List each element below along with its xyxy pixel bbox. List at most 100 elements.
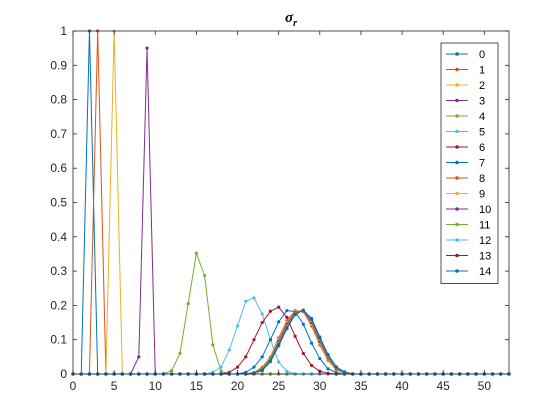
x-tick-label: 0 — [70, 379, 77, 393]
data-point — [293, 334, 297, 338]
data-point — [318, 335, 322, 339]
legend-item-8: 8 — [446, 173, 485, 185]
data-point — [145, 46, 149, 50]
legend-label: 7 — [479, 158, 485, 170]
data-point — [219, 365, 223, 369]
legend-item-2: 2 — [446, 80, 485, 92]
legend-item-0: 0 — [446, 49, 485, 61]
x-tick-label: 40 — [395, 379, 409, 393]
legend-item-10: 10 — [446, 204, 491, 216]
x-tick-label: 45 — [437, 379, 451, 393]
legend-item-11: 11 — [446, 220, 490, 232]
legend-label: 1 — [479, 65, 485, 77]
data-point — [285, 327, 289, 331]
legend-swatch-marker — [455, 207, 459, 211]
legend-swatch-marker — [455, 52, 459, 56]
data-point — [318, 356, 322, 361]
data-point — [277, 305, 281, 309]
data-point — [235, 324, 240, 328]
x-tick-label: 25 — [272, 379, 286, 393]
legend-item-12: 12 — [446, 235, 491, 247]
data-point — [309, 316, 314, 321]
legend-swatch-marker — [455, 269, 459, 273]
y-tick-label: 0.8 — [50, 93, 67, 107]
y-tick-label: 0.9 — [50, 58, 67, 72]
y-tick-label: 0.7 — [50, 127, 67, 141]
y-tick-label: 1 — [60, 24, 67, 38]
x-tick-label: 15 — [190, 379, 204, 393]
data-point — [194, 251, 198, 255]
x-tick-label: 30 — [313, 379, 327, 393]
legend-item-4: 4 — [446, 111, 485, 123]
data-point — [268, 360, 273, 364]
legend-label: 8 — [479, 173, 485, 185]
legend-swatch-marker — [455, 67, 459, 72]
y-tick-label: 0.4 — [50, 230, 67, 244]
data-point — [244, 299, 248, 303]
chart-title: σr — [285, 10, 297, 29]
legend-item-5: 5 — [446, 127, 485, 139]
axes-layer: 0 5 10 15 20 25 30 35 40 45 5000.10.20.30.40.50.60… — [50, 24, 510, 393]
data-point — [260, 312, 264, 316]
data-point — [326, 371, 330, 375]
legend-swatch-marker — [455, 238, 459, 242]
legend-item-1: 1 — [446, 65, 485, 77]
data-point — [268, 338, 273, 342]
data-point — [334, 365, 338, 369]
data-point — [178, 351, 182, 356]
legend-label: 0 — [479, 49, 485, 61]
y-tick-label: 0.3 — [50, 264, 67, 278]
data-point — [309, 363, 314, 368]
data-point — [285, 315, 289, 319]
data-point — [235, 365, 240, 369]
data-point — [260, 355, 264, 359]
legend-box — [440, 42, 499, 284]
data-point — [293, 313, 297, 317]
y-tick-label: 0.6 — [50, 161, 67, 175]
data-point — [211, 343, 215, 347]
data-point — [277, 360, 281, 364]
legend-label: 13 — [479, 251, 491, 263]
data-point — [285, 308, 289, 313]
legend-item-3: 3 — [446, 96, 485, 108]
data-point — [309, 341, 314, 345]
legend-swatch-marker — [455, 83, 459, 87]
data-point — [137, 355, 141, 359]
data-point — [301, 308, 305, 312]
data-point — [252, 296, 256, 300]
chart-title-main: σ — [285, 10, 294, 26]
data-point — [227, 348, 231, 352]
y-tick-label: 0.2 — [50, 298, 67, 312]
legend-swatch-marker — [455, 114, 459, 118]
data-point — [301, 351, 305, 356]
x-tick-label: 20 — [231, 379, 245, 393]
legend-label: 11 — [479, 220, 490, 232]
legend-label: 4 — [479, 111, 485, 123]
data-point — [334, 371, 338, 375]
legend-swatch-marker — [455, 191, 459, 196]
data-point — [203, 273, 207, 278]
legend-label: 12 — [479, 235, 491, 247]
x-tick-label: 35 — [354, 379, 368, 393]
legend-label: 10 — [479, 204, 491, 216]
chart-title-subscript: r — [293, 18, 297, 29]
x-tick-label: 5 — [111, 379, 118, 393]
legend-item-7: 7 — [446, 158, 485, 170]
data-point — [277, 320, 281, 324]
data-point — [186, 302, 190, 306]
legend-label: 6 — [479, 142, 485, 154]
legend-swatch-marker — [455, 222, 459, 227]
legend-label: 9 — [479, 189, 485, 201]
y-tick-label: 0.5 — [50, 196, 67, 210]
data-point — [219, 369, 223, 373]
data-point — [252, 365, 256, 369]
legend-item-6: 6 — [446, 142, 485, 154]
legend-item-13: 13 — [446, 251, 491, 263]
y-tick-label: 0.1 — [50, 333, 67, 347]
data-point — [260, 368, 264, 373]
legend-swatch-marker — [455, 160, 459, 165]
data-point — [342, 370, 347, 374]
data-point — [268, 309, 273, 313]
